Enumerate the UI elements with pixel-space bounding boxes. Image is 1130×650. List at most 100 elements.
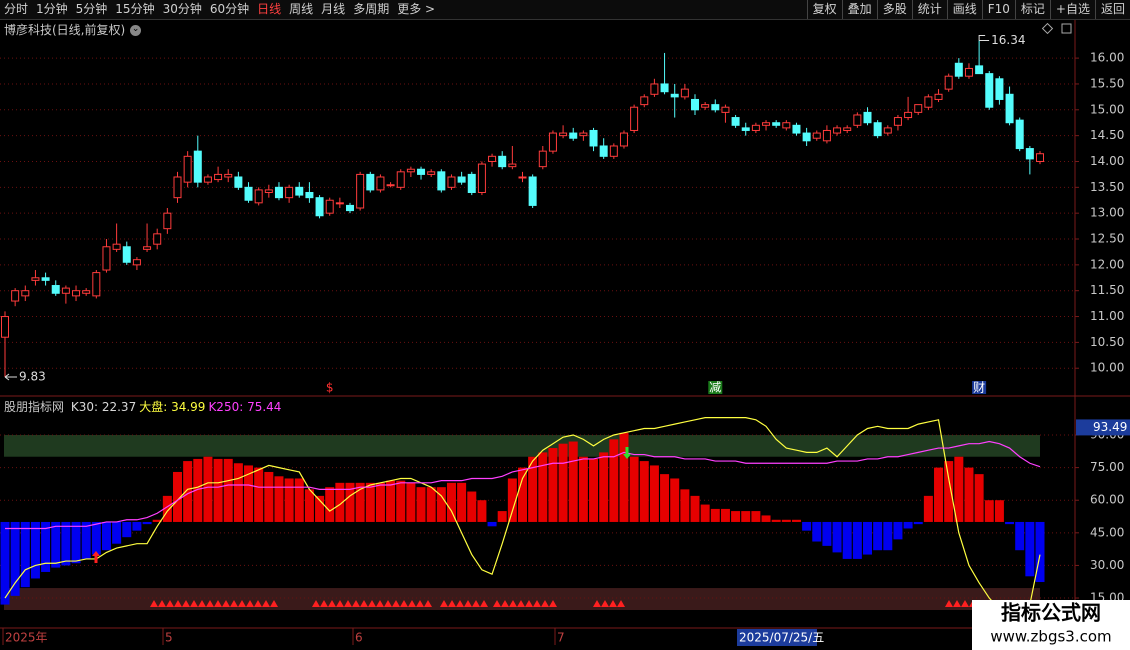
candle-body [112,243,121,250]
candle-body [193,150,202,183]
candle-body [82,290,91,294]
legend-value: 22.37 [101,400,137,414]
signal-triangle [400,600,408,607]
tool-button[interactable]: 标记 [1014,0,1050,19]
period-tab[interactable]: 更多 > [397,2,436,16]
indicator-bar [203,456,213,522]
indicator-bar [984,500,994,522]
candle-body [914,104,923,113]
indicator-bar [20,521,30,588]
candle-body [599,145,608,157]
candle-body [650,83,659,95]
period-tab[interactable]: 多周期 [353,2,390,16]
candle-body [31,277,40,281]
signal-triangle [238,600,246,607]
tool-button[interactable]: 多股 [876,0,912,19]
indicator-bar [761,515,771,522]
indicator-bar [365,482,375,522]
candle-body [680,88,689,98]
indicator-bar [548,448,558,522]
y-tick-label: 11.00 [1090,309,1124,323]
period-tab[interactable]: 分时 [4,2,29,16]
period-tab[interactable]: 15分钟 [115,2,155,16]
candle-body [386,184,395,187]
candle-body [295,186,304,196]
period-tab[interactable]: 周线 [289,2,314,16]
tool-button[interactable]: 返回 [1094,0,1130,19]
indicator-bar [700,504,710,522]
candle-body [843,127,852,131]
tool-button[interactable]: 叠加 [841,0,877,19]
candle-body [792,124,801,134]
signal-triangle [448,600,456,607]
candle-body [660,83,669,93]
candle-body [203,176,212,183]
period-tab[interactable]: 30分钟 [162,2,202,16]
candle-body [964,67,973,77]
tool-button[interactable]: F10 [981,0,1015,19]
tool-button[interactable]: +自选 [1049,0,1095,19]
tool-button[interactable]: 复权 [806,0,842,19]
tool-buttons: 复权 叠加 多股 统计 画线 F10 标记 +自选 返回 [806,0,1130,19]
candle-body [893,117,902,126]
indicator-bar [162,495,172,522]
indicator-bar [1035,521,1045,583]
indicator-bar [994,500,1004,522]
zone-band [4,588,1040,610]
candle-body [589,129,598,147]
stock-title: 博彦科技(日线,前复权) [4,21,141,38]
signal-triangle [336,600,344,607]
indicator-bar [538,452,548,522]
period-tab[interactable]: 60分钟 [209,2,250,16]
legend-name: K30 [71,400,102,414]
candle-body [244,186,253,201]
event-label: 减 [709,381,721,395]
indicator-bar [528,456,538,522]
candle-body [132,259,141,266]
candle-body [579,132,588,137]
y-tick-label: 13.50 [1090,180,1124,194]
candle-body [285,186,294,199]
indicator-bar [822,521,832,546]
tool-button[interactable]: 统计 [911,0,947,19]
candle-body [670,93,679,98]
indicator-bar [954,456,964,522]
signal-triangle [254,600,262,607]
indicator-bar [893,521,903,540]
candle-body [944,75,953,90]
candle-body [274,186,283,199]
cursor-date-box [737,629,817,646]
indicator-bar [660,474,670,522]
indicator-bar [781,519,791,522]
candle-body [518,176,527,179]
period-tab[interactable]: 1分钟 [36,2,68,16]
candle-body [92,272,101,297]
indicator-bar [41,521,51,572]
candle-body [214,173,223,181]
toolbar: 分时 1分钟 5分钟 15分钟 30分钟 60分钟 日线 周线 月线 多周期 更多 > 复权 叠加 多股… [0,0,1130,20]
candle-body [264,189,273,193]
indicator-bar [568,441,578,522]
signal-triangle [617,600,625,607]
indicator-bar [964,467,974,522]
candle-body [924,96,933,108]
period-tab[interactable]: 日线 [257,2,282,16]
indicator-bar [355,482,365,522]
candle-body [406,168,415,173]
watermark-title: 指标公式网 [1001,601,1101,625]
signal-triangle [464,600,472,607]
tool-button[interactable]: 画线 [946,0,982,19]
indicator-bar [152,519,162,522]
period-tab[interactable]: 5分钟 [75,2,108,16]
indicator-bar [589,458,599,522]
signal-triangle [493,600,501,607]
period-tab[interactable]: 月线 [321,2,346,16]
candle-body [782,122,791,129]
indicator-bar [619,432,629,522]
indicator-bar [934,467,944,522]
signal-triangle [320,600,328,607]
candle-body [995,78,1004,100]
indicator-bar [101,521,111,551]
indicator-bar [426,487,436,522]
candle-body [772,122,781,126]
